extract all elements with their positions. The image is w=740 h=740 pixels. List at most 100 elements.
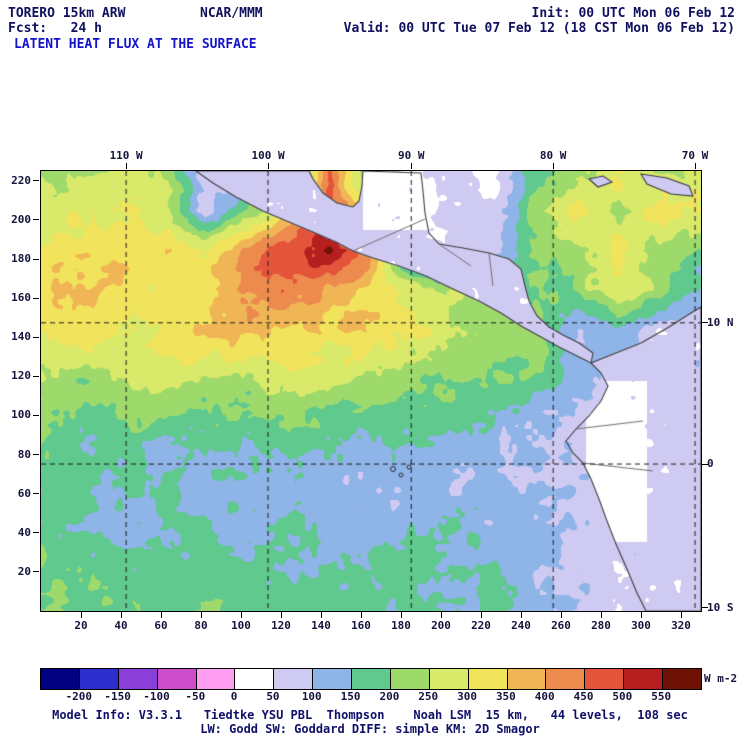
center-name: NCAR/MMM xyxy=(200,6,263,21)
y-axis-tick-label: 80 xyxy=(17,447,31,461)
y-axis-tick-label: 40 xyxy=(17,525,31,539)
longitude-label: 90 W xyxy=(398,149,425,162)
colorbar-tick-label: -50 xyxy=(185,690,206,703)
colorbar-patch xyxy=(118,669,158,689)
colorbar-patch xyxy=(313,669,352,689)
y-axis-tick xyxy=(33,258,39,260)
x-axis-tick xyxy=(680,612,682,618)
longitude-label: 80 W xyxy=(539,149,567,162)
colorbar-tick-label: 350 xyxy=(495,690,516,703)
fcst-time: Fcst: 24 h xyxy=(8,21,102,36)
colorbar-tick-label: 300 xyxy=(457,690,477,703)
colorbar-tick-label: 50 xyxy=(266,690,280,703)
plot-title: LATENT HEAT FLUX AT THE SURFACE xyxy=(14,37,257,52)
y-axis-tick xyxy=(33,493,39,495)
x-axis-tick-label: 260 xyxy=(551,619,571,632)
colorbar-patch xyxy=(235,669,275,689)
colorbar-patch xyxy=(352,669,391,689)
x-axis-tick-label: 320 xyxy=(671,619,691,632)
latitude-label: 10 S xyxy=(707,600,734,614)
longitude-label: 100 W xyxy=(251,149,285,162)
x-axis-tick-label: 120 xyxy=(271,619,291,632)
x-axis-tick xyxy=(240,612,242,618)
latitude-label: 0 xyxy=(707,457,714,471)
y-axis-tick-label: 120 xyxy=(11,369,31,383)
longitude-tick xyxy=(410,163,412,169)
longitude-tick xyxy=(694,163,696,169)
x-axis-tick xyxy=(120,612,122,618)
colorbar-tick-label: 500 xyxy=(612,690,633,703)
colorbar-tick-label: 0 xyxy=(230,690,238,703)
x-axis-tick xyxy=(560,612,562,618)
longitude-tick xyxy=(267,163,269,169)
y-axis-tick-label: 200 xyxy=(11,212,31,226)
map-canvas xyxy=(41,171,701,611)
colorbar-tick-label: -150 xyxy=(104,690,131,703)
x-axis-tick xyxy=(320,612,322,618)
colorbar-patch xyxy=(79,669,119,689)
footer-physics-info: LW: Godd SW: Goddard DIFF: simple KM: 2D… xyxy=(200,722,540,736)
colorbar-patch xyxy=(196,669,236,689)
colorbar-patch xyxy=(468,669,508,689)
latitude-tick xyxy=(702,607,708,609)
latitude-tick xyxy=(702,463,708,465)
y-axis-tick-label: 60 xyxy=(17,486,31,500)
init-time: Init: 00 UTC Mon 06 Feb 12 xyxy=(531,6,736,21)
x-axis-tick xyxy=(400,612,402,618)
x-axis-tick xyxy=(200,612,202,618)
colorbar-tick-label: 150 xyxy=(340,690,361,703)
longitude-tick xyxy=(125,163,127,169)
colorbar-patch xyxy=(624,669,663,689)
colorbar-patch xyxy=(507,669,547,689)
colorbar-patch xyxy=(274,669,314,689)
longitude-label: 110 W xyxy=(109,149,143,162)
colorbar-tick-label: 100 xyxy=(301,690,322,703)
longitude-tick xyxy=(552,163,554,169)
colorbar-patch xyxy=(41,669,80,689)
x-axis-tick-label: 200 xyxy=(431,619,451,632)
y-axis-tick xyxy=(33,219,39,221)
model-name: TORERO 15km ARW xyxy=(8,6,126,21)
x-axis-tick-label: 60 xyxy=(154,619,168,632)
y-axis-tick xyxy=(33,414,39,416)
latitude-tick xyxy=(702,322,708,324)
y-axis-tick-label: 220 xyxy=(11,173,31,187)
colorbar-unit-label: W m-2 xyxy=(704,672,738,685)
colorbar-tick-label: 250 xyxy=(418,690,439,703)
colorbar-tick-label: 450 xyxy=(573,690,594,703)
x-axis-tick xyxy=(480,612,482,618)
x-axis-tick-label: 160 xyxy=(351,619,371,632)
colorbar-patch xyxy=(429,669,469,689)
x-axis-tick xyxy=(600,612,602,618)
y-axis-tick xyxy=(33,454,39,456)
latitude-label: 10 N xyxy=(707,315,734,329)
colorbar-patch xyxy=(585,669,625,689)
x-axis-tick xyxy=(80,612,82,618)
x-axis-tick-label: 240 xyxy=(511,619,531,632)
x-axis-tick-label: 180 xyxy=(391,619,411,632)
longitude-label: 70 W xyxy=(681,149,709,162)
colorbar-patch xyxy=(663,669,701,689)
y-axis-tick xyxy=(33,297,39,299)
x-axis-tick-label: 300 xyxy=(631,619,651,632)
x-axis-tick xyxy=(520,612,522,618)
x-axis-tick xyxy=(280,612,282,618)
colorbar-tick-label: -200 xyxy=(65,690,93,703)
y-axis-tick-label: 160 xyxy=(11,291,31,305)
y-axis-tick-label: 140 xyxy=(11,330,31,344)
y-axis-tick xyxy=(33,336,39,338)
x-axis-tick-label: 140 xyxy=(311,619,331,632)
colorbar-tick-label: 550 xyxy=(651,690,672,703)
x-axis-tick xyxy=(640,612,642,618)
colorbar xyxy=(40,668,702,690)
y-axis-tick-label: 180 xyxy=(11,252,31,265)
y-axis-tick-label: 100 xyxy=(11,408,31,422)
colorbar-patch xyxy=(390,669,430,689)
colorbar-patch xyxy=(546,669,586,689)
x-axis-tick xyxy=(440,612,442,618)
y-axis-tick xyxy=(33,180,39,182)
y-axis-tick-label: 20 xyxy=(17,564,31,578)
x-axis-tick-label: 40 xyxy=(114,619,128,632)
y-axis-tick xyxy=(33,571,39,573)
